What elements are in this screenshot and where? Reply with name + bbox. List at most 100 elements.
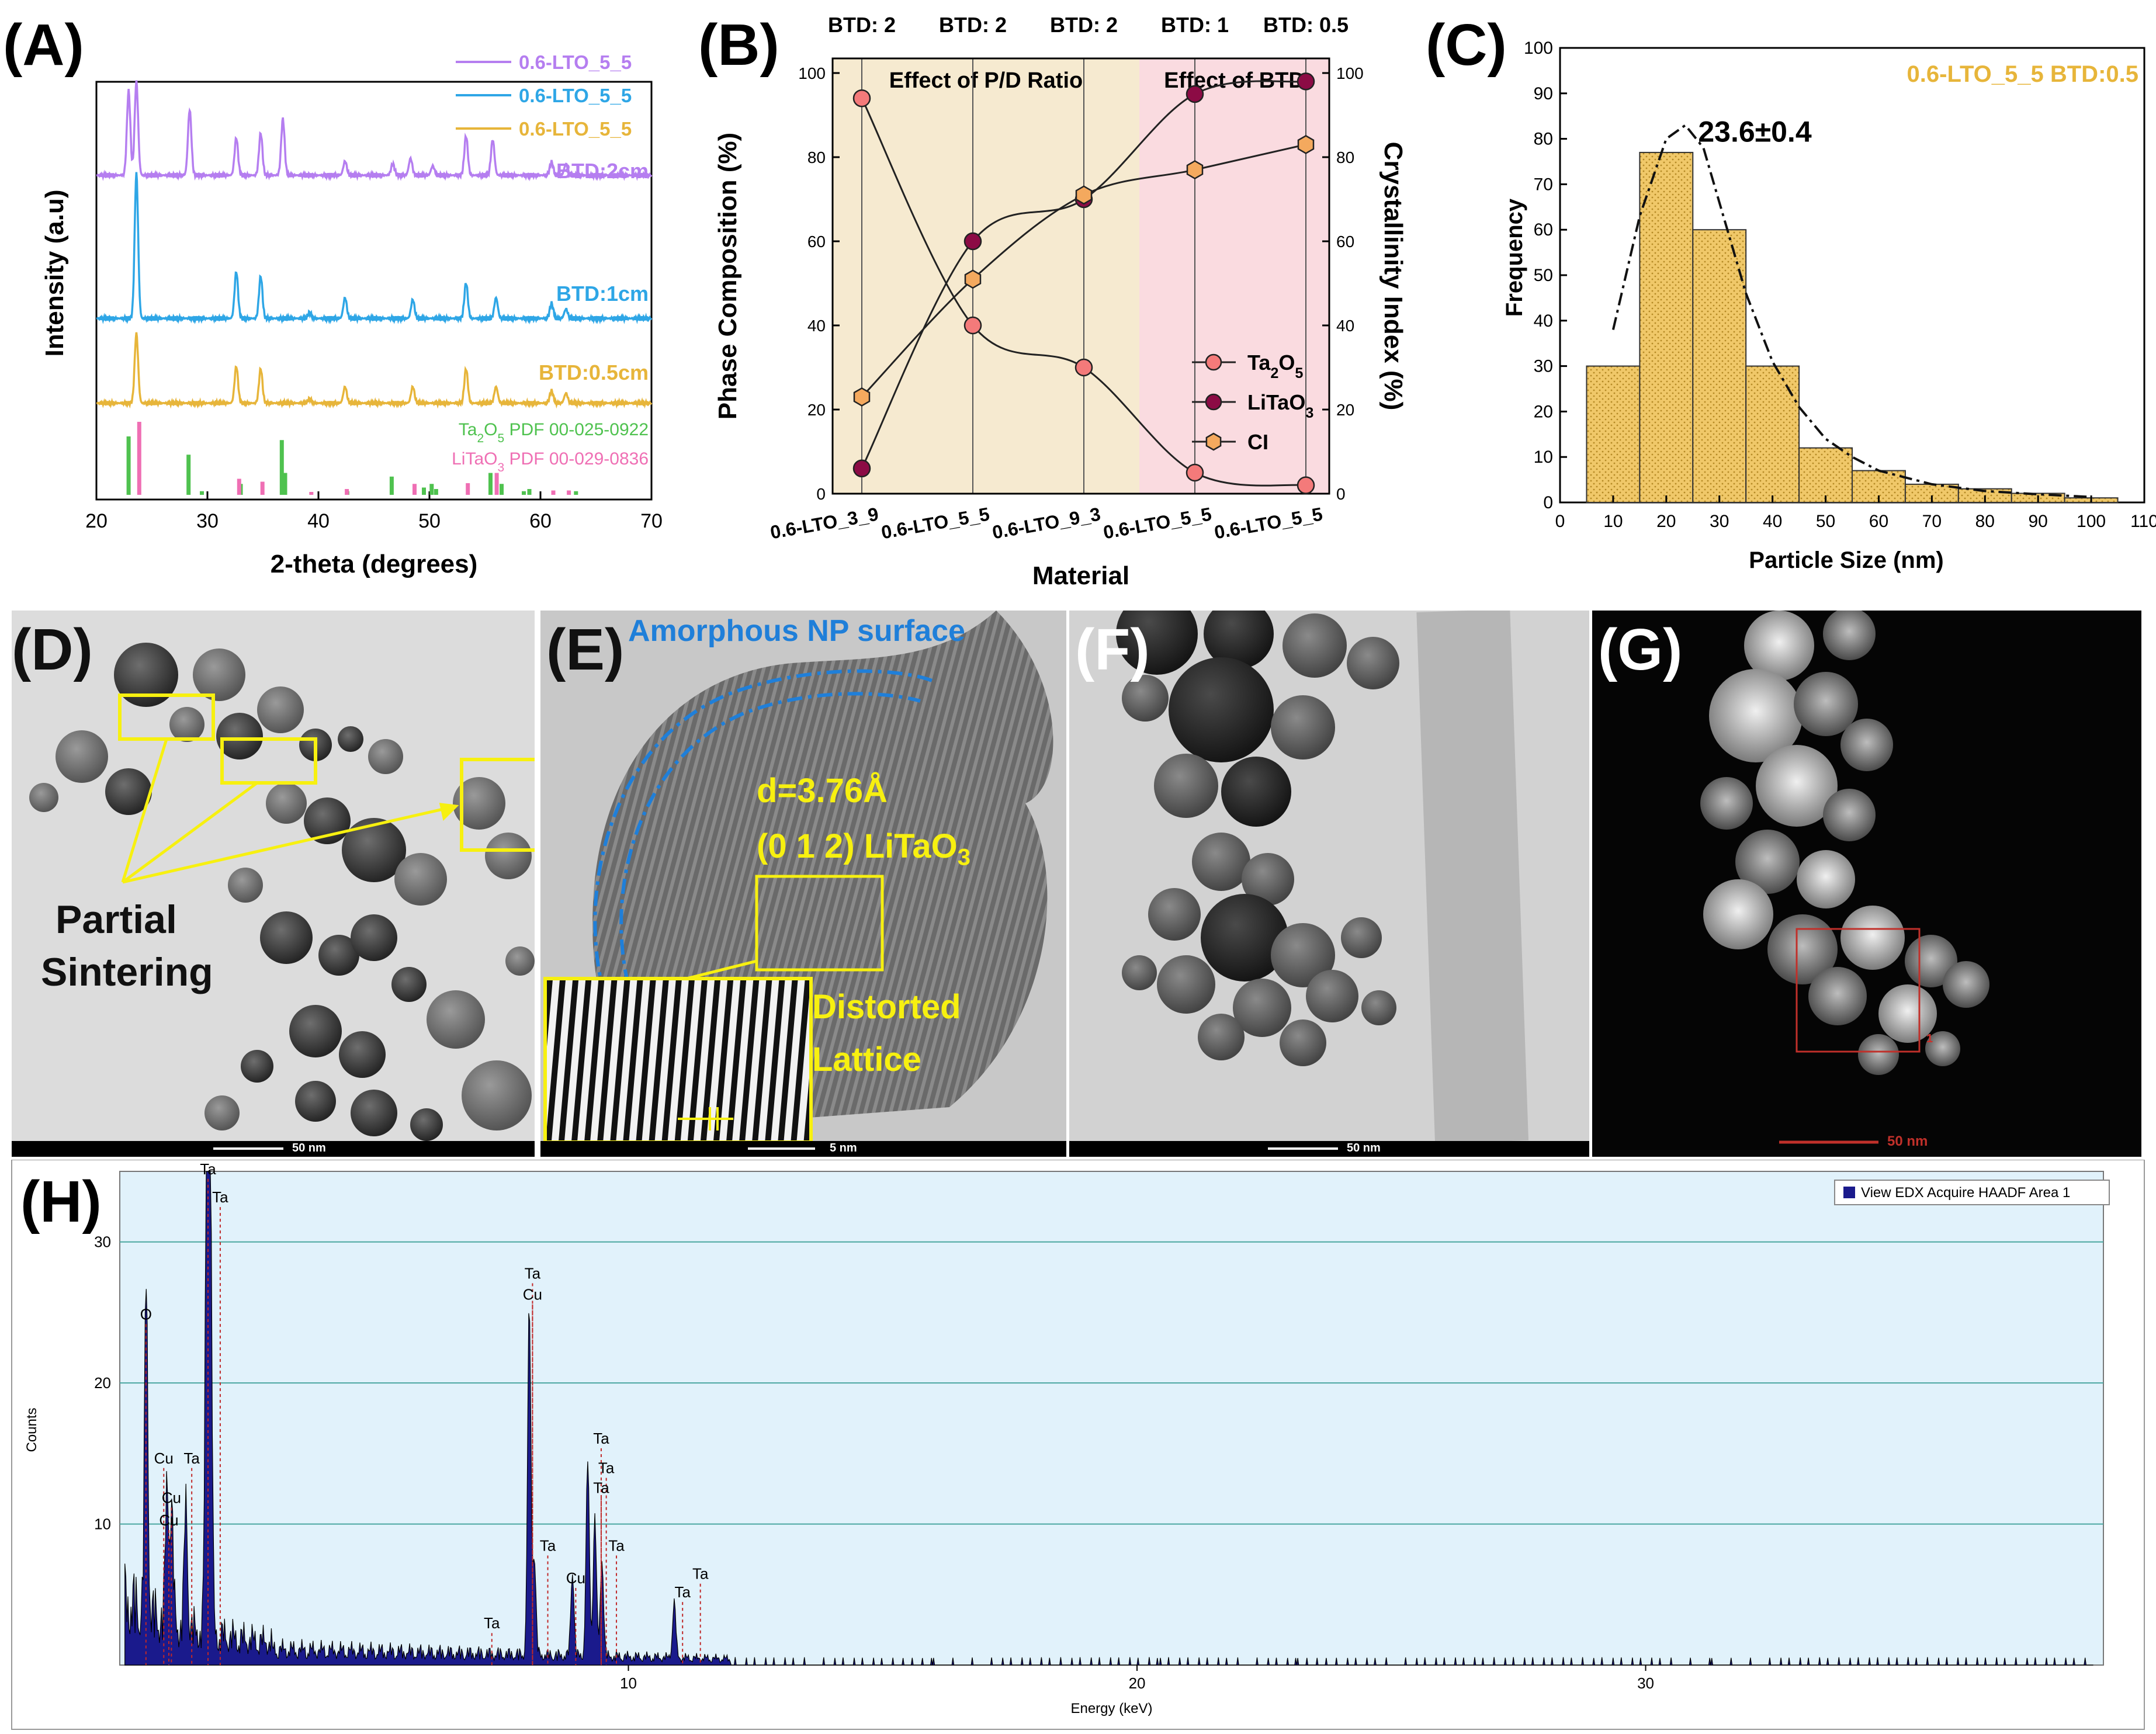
peak-label: Cu [154, 1449, 174, 1467]
x-tick-label: 70 [1922, 512, 1942, 531]
x-tick-label: 0.6-LTO_9_3 [990, 503, 1102, 543]
region-band [833, 58, 1139, 494]
inset-arrow [686, 959, 757, 980]
data-point [1186, 463, 1204, 482]
peak-label: O [140, 1306, 152, 1323]
panel-label-h: (H) [20, 1169, 102, 1234]
data-point [853, 387, 871, 407]
histogram-bar [1798, 447, 1853, 504]
x-axis-title: 2-theta (degrees) [271, 550, 478, 578]
lattice-box [755, 875, 884, 972]
y-tick-label: 20 [94, 1374, 111, 1392]
spacing-marker [678, 1107, 733, 1130]
data-point [1074, 358, 1093, 377]
legend-marker [1205, 393, 1222, 411]
x-tick-label: 70 [640, 510, 663, 532]
peak-label: Ta [200, 1160, 216, 1178]
sintering-arrows [121, 738, 459, 884]
legend-label: 0.6-LTO_5_5 [519, 118, 632, 140]
data-point [964, 269, 982, 289]
x-tick-label: 100 [2077, 512, 2106, 531]
peak-label: Ta [183, 1449, 200, 1467]
xrd-series-line [96, 80, 653, 182]
y2-tick-label: 100 [1336, 64, 1364, 82]
series-label: BTD:0.5cm [539, 360, 649, 384]
legend-box [1834, 1180, 2110, 1205]
y-tick-label: 50 [1534, 266, 1553, 285]
d-spacing-label: d=3.76Å [757, 772, 888, 810]
tem-image-d-graphic [12, 643, 535, 1157]
y-axis-title: Frequency [1502, 198, 1527, 317]
peak-label: Ta [593, 1479, 609, 1496]
lattice-label: Lattice [812, 1041, 921, 1078]
plot-area [119, 1171, 2104, 1666]
plane-main: (0 1 2) LiTaO [757, 827, 958, 865]
x-tick-label: 0.6-LTO_5_5 [1212, 503, 1324, 543]
plane-sub: 3 [957, 844, 971, 871]
data-point [1297, 476, 1315, 494]
x-tick-label: 10 [620, 1674, 637, 1692]
sintering-box-3 [460, 758, 535, 852]
x-axis-title: Energy (keV) [1070, 1701, 1152, 1716]
top-category-label: BTD: 0.5 [1263, 13, 1349, 37]
sintering-box-2 [220, 737, 317, 785]
scale-label-f: 50 nm [1347, 1142, 1381, 1154]
amorphous-outline-outer [593, 669, 933, 997]
nanoparticles-f [1116, 611, 1399, 1066]
x-tick-label: 50 [418, 510, 441, 532]
peak-label: Cu [162, 1489, 181, 1506]
region-label: Effect of P/D Ratio [889, 68, 1083, 93]
panel-label-b: (B) [698, 12, 779, 78]
xrd-chart: 20 30 40 50 60 70 2-theta (degrees) Intensity (… [40, 51, 663, 578]
y2-tick-label: 60 [1336, 233, 1354, 251]
data-point [1075, 185, 1093, 205]
y-axis-title: Phase Composition (%) [713, 133, 742, 419]
x-tick-label: 0.6-LTO_5_5 [879, 503, 991, 543]
data-point [852, 459, 871, 478]
histogram-bar [1586, 365, 1641, 503]
amorphous-outline-inner [619, 692, 921, 985]
data-point [963, 232, 982, 251]
top-category-label: BTD: 2 [939, 13, 1007, 37]
sintering-label: Sintering [41, 950, 213, 994]
peak-label: Ta [692, 1565, 709, 1583]
series-line [861, 98, 1306, 487]
nanoparticles-g [1700, 611, 1989, 1075]
partial-label: Partial [56, 897, 177, 942]
panel-label-e: (E) [546, 617, 625, 682]
peak-label: Ta [608, 1537, 625, 1554]
y-tick-label: 40 [1534, 311, 1553, 331]
y-tick-label: 80 [1534, 130, 1553, 149]
x-tick-label: 10 [1603, 512, 1623, 531]
legend-label: Ta2O5 [1247, 351, 1303, 382]
amorphous-label: Amorphous NP surface [628, 614, 965, 648]
scale-label-d: 50 nm [292, 1142, 326, 1154]
x-tick-label: 20 [1129, 1674, 1146, 1692]
peak-label: Cu [159, 1511, 178, 1529]
x-tick-label: 60 [1869, 512, 1888, 531]
y-tick-label: 10 [94, 1515, 111, 1533]
nanoparticles [29, 643, 535, 1141]
legend-label: LiTaO3 [1247, 390, 1313, 421]
y-tick-label: 10 [1534, 448, 1553, 467]
legend-label: 0.6-LTO_5_5 [519, 51, 632, 73]
y2-tick-label: 20 [1336, 401, 1354, 419]
particle-size-histogram: 0 10 20 30 40 50 60 70 80 90 100 110 0 10 20 30 40 50 60 70… [1502, 39, 2156, 573]
peak-label: Ta [674, 1583, 691, 1601]
data-point [852, 89, 871, 107]
y-tick-label: 0 [1543, 493, 1553, 512]
series-label: BTD:1cm [556, 282, 649, 306]
lognormal-fit [1611, 123, 2092, 498]
haadf-image-g: 1 50 nm [1592, 611, 2141, 1157]
data-point [1186, 85, 1204, 103]
series-label: BTD:2cm [556, 159, 649, 183]
distorted-label: Distorted [812, 988, 961, 1026]
peak-label: Ta [525, 1264, 541, 1282]
hrtem-image-e: Amorphous NP surface d=3.76Å (0 1 2) LiT… [540, 611, 1066, 1157]
hrtem-image-e-graphic [540, 611, 1066, 1157]
y-tick-label: 0 [816, 485, 826, 503]
y-tick-label: 30 [1534, 357, 1553, 376]
peak-label: Ta [540, 1537, 556, 1554]
